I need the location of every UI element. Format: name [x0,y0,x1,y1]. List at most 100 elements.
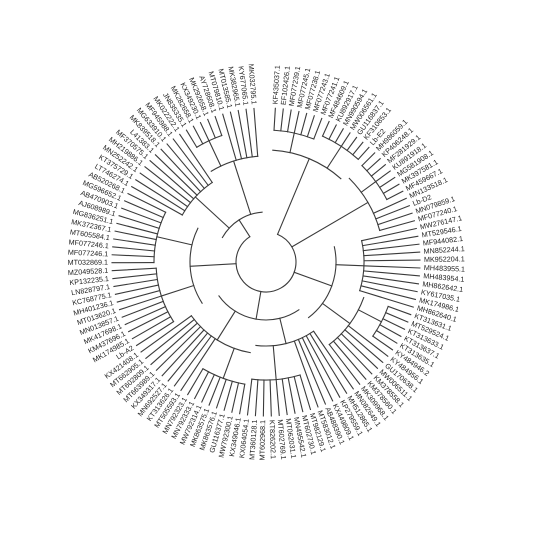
terminal-branch [340,132,351,148]
clade-d-arc [218,295,300,321]
terminal-branch [361,280,418,293]
clade-d-stem [255,290,262,320]
terminal-branch [344,329,384,364]
terminal-branch [161,329,205,377]
terminal-branch [293,340,319,408]
terminal-branch [293,375,304,413]
terminal-branch [118,295,163,311]
tip-label: MT602769.1 [276,419,288,460]
terminal-branch [160,148,202,193]
tip-labels: KF435037.1EF102426.1MF077239.1MF077245.1… [68,63,466,460]
tip-label: MT602968.1 [258,420,268,461]
terminal-branch [118,215,160,230]
terminal-branch [111,267,157,272]
tip-label: MF077246.1 [68,248,109,259]
terminal-branch [299,374,312,411]
terminal-branch [385,311,409,323]
terminal-branch [379,323,402,338]
terminal-branch [378,176,396,189]
terminal-branch [357,146,370,161]
terminal-branch [361,235,419,247]
tip-label: MH483954.1 [423,271,465,284]
terminal-branch [360,285,417,301]
tree-branches [111,107,421,417]
terminal-branch [112,273,158,280]
clade-e-stem [189,263,237,267]
terminal-branch [275,378,280,417]
terminal-branch [222,113,237,161]
terminal-branch [253,107,259,157]
terminal-branch [361,152,376,167]
terminal-branch [167,332,209,382]
terminal-branch [269,379,272,417]
terminal-branch [254,379,259,417]
terminal-branch [111,254,155,258]
terminal-branch [336,336,373,375]
terminal-branch [347,324,389,358]
root-arc [235,263,262,293]
terminal-branch [328,343,361,385]
tip-label: MN852244.1 [423,244,465,256]
terminal-branch [193,371,210,400]
terminal-branch [229,111,243,160]
terminal-branch [328,124,338,140]
tip-label: EF102426.1 [279,66,292,106]
terminal-branch [334,128,344,144]
terminal-branch [382,183,400,195]
terminal-branch [120,207,162,224]
tip-label: KP132235.1 [69,274,109,287]
terminal-branch [130,185,184,216]
clade-a1-stem [289,132,295,154]
clade-f1-stem [194,196,230,229]
tip-label: MZ049528.1 [68,266,109,277]
terminal-branch [135,320,175,347]
terminal-branch [287,377,296,414]
terminal-branch [131,316,172,340]
terminal-branch [239,383,246,415]
terminal-branch [201,373,216,403]
terminal-branch [293,110,300,134]
terminal-branch [215,378,227,409]
terminal-branch [359,289,414,308]
terminal-branch [281,378,288,416]
terminal-branch [180,337,216,392]
clade-c2-stem [321,302,351,325]
terminal-branch [231,382,240,413]
terminal-branch [127,311,169,333]
terminal-branch [237,109,248,159]
clade-b1-stem [360,180,377,194]
clade-c-stem [293,271,333,287]
terminal-branch [223,380,233,411]
terminal-branch [246,378,253,416]
tip-label: KT826202.1 [268,420,278,459]
terminal-branch [312,330,355,390]
clade-c3-stem [357,309,383,323]
terminal-branch [139,172,189,208]
terminal-branch [245,108,253,158]
terminal-branch [149,159,195,200]
tip-label: MK032795.1 [247,63,259,104]
terminal-branch [321,120,330,137]
terminal-branch [379,220,416,232]
terminal-branch [372,197,407,214]
terminal-branch [280,108,284,132]
tip-label: MT360128.1 [247,419,259,460]
terminal-branch [375,329,398,344]
root-arc [276,233,293,248]
terminal-branch [377,212,413,226]
terminal-branch [140,315,193,353]
terminal-branch [297,338,327,405]
clade-f3-stem [208,140,222,167]
terminal-branch [262,379,265,417]
tip-label: MH483955.1 [424,263,465,274]
terminal-branch [372,335,394,351]
terminal-branch [387,305,412,316]
terminal-branch [112,246,156,252]
terminal-branch [214,115,223,137]
terminal-branch [155,325,202,371]
terminal-branch [178,133,213,184]
terminal-branch [360,227,417,242]
terminal-branch [362,275,420,285]
terminal-branch [113,278,159,288]
terminal-branch [346,136,358,152]
